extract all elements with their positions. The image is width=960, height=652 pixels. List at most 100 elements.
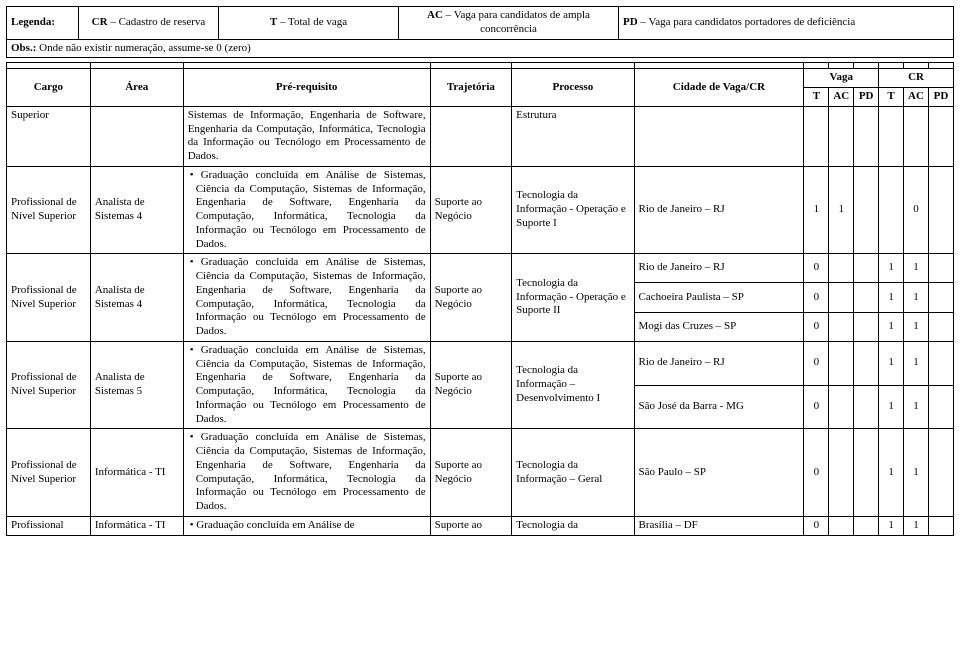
hdr-vaga: Vaga (804, 69, 879, 88)
cell-crac: 1 (904, 385, 929, 429)
legend-table: Legenda: CR – Cadastro de reserva T – To… (6, 6, 954, 58)
cell-cargo: Profissional de Nível Superior (7, 254, 91, 342)
hdr-cidade: Cidade de Vaga/CR (634, 69, 804, 107)
cell-ac (829, 283, 854, 312)
cell-pd (854, 341, 879, 385)
cell-t: 1 (804, 166, 829, 254)
table-row: Profissional Informática - TI • Graduaçã… (7, 516, 954, 535)
cell-traj: Suporte ao Negócio (430, 341, 512, 429)
cell-crpd (928, 283, 953, 312)
cell-crac: 1 (904, 254, 929, 283)
cell-t (804, 106, 829, 166)
cell-pre: • Graduação concluída em Análise de Sist… (183, 254, 430, 342)
cell-ac (829, 341, 854, 385)
cell-pd (854, 283, 879, 312)
hdr-vaga-pd: PD (854, 88, 879, 107)
table-row: Profissional de Nível Superior Analista … (7, 341, 954, 385)
cell-pre: • Graduação concluída em Análise de Sist… (183, 166, 430, 254)
cell-city: São José da Barra - MG (634, 385, 804, 429)
cell-crpd (928, 106, 953, 166)
cell-cargo: Profissional de Nível Superior (7, 341, 91, 429)
cell-proc: Tecnologia da Informação – Geral (512, 429, 634, 517)
pre-text: Graduação concluída em Análise de Sistem… (196, 256, 426, 337)
hdr-vaga-ac: AC (829, 88, 854, 107)
hdr-cr-t: T (879, 88, 904, 107)
cell-t: 0 (804, 283, 829, 312)
header-row-1: Cargo Área Pré-requisito Trajetória Proc… (7, 69, 954, 88)
cell-crpd (928, 429, 953, 517)
bullet-icon: • (190, 431, 194, 443)
cell-crt: 1 (879, 429, 904, 517)
cell-area: Analista de Sistemas 4 (90, 254, 183, 342)
cell-traj (430, 106, 512, 166)
cell-ac (829, 429, 854, 517)
cell-proc: Estrutura (512, 106, 634, 166)
cell-crpd (928, 385, 953, 429)
cell-ac: 1 (829, 166, 854, 254)
cell-proc: Tecnologia da Informação – Desenvolvimen… (512, 341, 634, 429)
cell-crpd (928, 254, 953, 283)
cell-pd (854, 516, 879, 535)
legend-ac-text: – Vaga para candidatos de ampla concorrê… (446, 9, 590, 35)
cell-t: 0 (804, 516, 829, 535)
table-row: Profissional de Nível Superior Informáti… (7, 429, 954, 517)
pre-text: Graduação concluída em Análise de Sistem… (196, 344, 426, 425)
cell-t: 0 (804, 254, 829, 283)
cell-traj: Suporte ao Negócio (430, 166, 512, 254)
legend-t-abbr: T (270, 16, 277, 28)
cell-city: Mogi das Cruzes – SP (634, 312, 804, 341)
cell-crt: 1 (879, 385, 904, 429)
cell-traj: Suporte ao (430, 516, 512, 535)
cell-crpd (928, 166, 953, 254)
cell-crpd (928, 341, 953, 385)
hdr-cr: CR (879, 69, 954, 88)
legend-cr-text: – Cadastro de reserva (110, 16, 205, 28)
legend-t: T – Total de vaga (219, 7, 399, 40)
cell-crt: 1 (879, 312, 904, 341)
cell-pd (854, 106, 879, 166)
hdr-proc: Processo (512, 69, 634, 107)
cell-crac: 0 (904, 166, 929, 254)
cell-crt: 1 (879, 283, 904, 312)
cell-area: Analista de Sistemas 5 (90, 341, 183, 429)
cell-crac: 1 (904, 312, 929, 341)
cell-area: Analista de Sistemas 4 (90, 166, 183, 254)
cell-pd (854, 166, 879, 254)
cell-ac (829, 106, 854, 166)
legend-label: Legenda: (7, 7, 79, 40)
hdr-pre: Pré-requisito (183, 69, 430, 107)
cell-city: Rio de Janeiro – RJ (634, 166, 804, 254)
pre-text: Graduação concluída em Análise de Sistem… (196, 431, 426, 512)
cell-t: 0 (804, 429, 829, 517)
cell-city: São Paulo – SP (634, 429, 804, 517)
cell-cargo: Superior (7, 106, 91, 166)
pre-text: Graduação concluída em Análise de Sistem… (196, 169, 426, 250)
hdr-cr-ac: AC (904, 88, 929, 107)
cell-crpd (928, 516, 953, 535)
cell-proc: Tecnologia da (512, 516, 634, 535)
cell-crac: 1 (904, 429, 929, 517)
hdr-vaga-t: T (804, 88, 829, 107)
legend-obs-label: Obs.: (11, 42, 36, 54)
cell-crac: 1 (904, 341, 929, 385)
cell-crt: 1 (879, 341, 904, 385)
cell-cargo: Profissional de Nível Superior (7, 166, 91, 254)
cell-pre: • Graduação concluída em Análise de Sist… (183, 341, 430, 429)
cell-pd (854, 312, 879, 341)
cell-crt (879, 166, 904, 254)
cell-pre: • Graduação concluída em Análise de Sist… (183, 429, 430, 517)
cell-pd (854, 254, 879, 283)
cell-crac (904, 106, 929, 166)
cell-cargo: Profissional de Nível Superior (7, 429, 91, 517)
cell-proc: Tecnologia da Informação - Operação e Su… (512, 166, 634, 254)
cell-pd (854, 385, 879, 429)
main-table: Cargo Área Pré-requisito Trajetória Proc… (6, 62, 954, 535)
cell-crac: 1 (904, 516, 929, 535)
cell-area: Informática - TI (90, 516, 183, 535)
cell-crt: 1 (879, 516, 904, 535)
cell-crt (879, 106, 904, 166)
cell-traj: Suporte ao Negócio (430, 254, 512, 342)
cell-city: Brasília – DF (634, 516, 804, 535)
legend-pd-text: – Vaga para candidatos portadores de def… (640, 16, 855, 28)
legend-t-text: – Total de vaga (280, 16, 347, 28)
